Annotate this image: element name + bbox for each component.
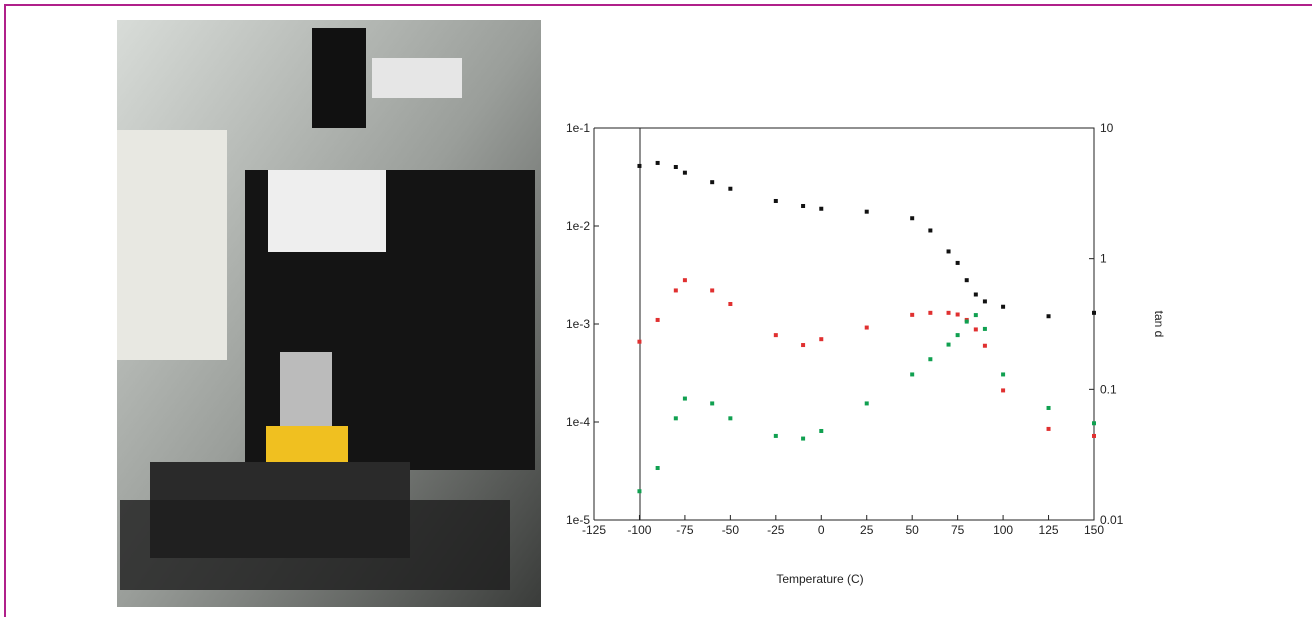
point <box>1046 426 1051 431</box>
photo-base <box>120 500 510 590</box>
point <box>710 180 715 185</box>
x-tick-label: 0 <box>818 523 825 537</box>
point <box>637 339 642 344</box>
point <box>710 401 715 406</box>
point <box>955 333 960 338</box>
point <box>682 170 687 175</box>
point <box>819 337 824 342</box>
point <box>1092 433 1096 438</box>
y-tick-label: 1e-1 <box>566 121 590 135</box>
point <box>973 292 978 297</box>
x-tick-label: -75 <box>676 523 694 537</box>
point <box>801 203 806 208</box>
x-tick-label: 100 <box>993 523 1013 537</box>
point <box>773 333 778 338</box>
point <box>1046 314 1051 319</box>
point <box>1092 421 1096 426</box>
x-tick-label: -50 <box>722 523 740 537</box>
point <box>673 288 678 293</box>
x-tick-label: 25 <box>860 523 874 537</box>
point <box>928 310 933 315</box>
point <box>819 428 824 433</box>
point <box>710 288 715 293</box>
point <box>973 313 978 318</box>
point <box>655 466 660 471</box>
point <box>801 343 806 348</box>
y-tick-label: 1e-4 <box>566 415 590 429</box>
photo-monitor <box>117 130 227 360</box>
photo <box>117 20 541 607</box>
point <box>773 198 778 203</box>
point <box>946 310 951 315</box>
point <box>655 317 660 322</box>
y2-tick-label: 0.1 <box>1100 382 1117 396</box>
point <box>1001 388 1006 393</box>
x-tick-label: -100 <box>627 523 651 537</box>
point <box>819 206 824 211</box>
point <box>673 416 678 421</box>
photo-plate <box>268 170 386 252</box>
point <box>682 396 687 401</box>
point <box>910 312 915 317</box>
point <box>801 436 806 441</box>
point <box>928 357 933 362</box>
y2-tick-label: 0.01 <box>1100 513 1124 527</box>
y2-tick-label: 10 <box>1100 121 1114 135</box>
point <box>928 228 933 233</box>
point <box>773 433 778 438</box>
point <box>637 489 642 494</box>
point <box>864 209 869 214</box>
point <box>910 216 915 221</box>
point <box>946 249 951 254</box>
point <box>964 278 969 283</box>
point <box>1046 405 1051 410</box>
x-tick-label: 75 <box>951 523 965 537</box>
photo-camera <box>312 28 366 128</box>
photo-connector <box>372 58 462 98</box>
point <box>673 164 678 169</box>
point <box>728 186 733 191</box>
point <box>655 160 660 165</box>
point <box>1092 310 1096 315</box>
photo-probe <box>280 352 332 432</box>
chart: Temperature (C) tan d -125 -100 -75 -50 -25 0… <box>566 121 1166 586</box>
point <box>728 301 733 306</box>
point <box>955 312 960 317</box>
point <box>982 343 987 348</box>
point <box>946 342 951 347</box>
point <box>864 325 869 330</box>
point <box>982 299 987 304</box>
point <box>973 327 978 332</box>
point <box>728 416 733 421</box>
x-tick-label: 50 <box>906 523 920 537</box>
point <box>682 278 687 283</box>
x-tick-label: -25 <box>767 523 785 537</box>
point <box>982 326 987 331</box>
y-tick-label: 1e-5 <box>566 513 590 527</box>
x-tick-label: 150 <box>1084 523 1104 537</box>
point <box>637 163 642 168</box>
point <box>1001 304 1006 309</box>
x-tick-label: 125 <box>1039 523 1059 537</box>
plot-frame <box>639 127 1095 521</box>
x-axis-label: Temperature (C) <box>776 572 863 586</box>
point <box>955 260 960 265</box>
point <box>1001 372 1006 377</box>
point <box>964 319 969 324</box>
y2-axis-label: tan d <box>1152 311 1166 338</box>
x-tick-label: -125 <box>582 523 606 537</box>
point <box>910 372 915 377</box>
photo-holder <box>266 426 348 464</box>
point <box>864 401 869 406</box>
y2-tick-label: 1 <box>1100 252 1107 266</box>
y-tick-label: 1e-3 <box>566 317 590 331</box>
y-tick-label: 1e-2 <box>566 219 590 233</box>
